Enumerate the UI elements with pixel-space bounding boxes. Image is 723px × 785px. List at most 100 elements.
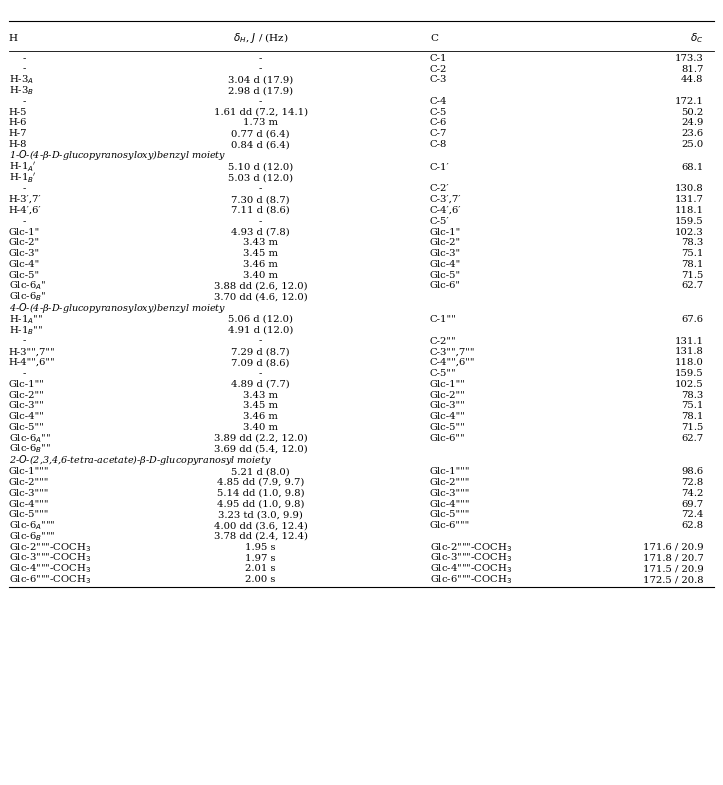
- Text: 50.2: 50.2: [681, 108, 703, 117]
- Text: C-3: C-3: [430, 75, 448, 84]
- Text: C-2′: C-2′: [430, 184, 450, 193]
- Text: -: -: [259, 217, 262, 226]
- Text: 72.4: 72.4: [681, 510, 703, 520]
- Text: 3.40 m: 3.40 m: [243, 423, 278, 432]
- Text: 3.40 m: 3.40 m: [243, 271, 278, 279]
- Text: C-1"": C-1"": [430, 315, 457, 324]
- Text: 7.30 d (8.7): 7.30 d (8.7): [231, 195, 290, 204]
- Text: Glc-4"""-COCH$_3$: Glc-4"""-COCH$_3$: [9, 562, 90, 575]
- Text: Glc-4": Glc-4": [430, 260, 461, 269]
- Text: 1.95 s: 1.95 s: [245, 542, 276, 552]
- Text: 3.70 dd (4.6, 12.0): 3.70 dd (4.6, 12.0): [214, 292, 307, 301]
- Text: 23.6: 23.6: [682, 130, 703, 138]
- Text: 1.97 s: 1.97 s: [245, 553, 276, 563]
- Text: Glc-5": Glc-5": [9, 271, 40, 279]
- Text: Glc-1""": Glc-1""": [430, 467, 471, 476]
- Text: Glc-6"""-COCH$_3$: Glc-6"""-COCH$_3$: [430, 573, 512, 586]
- Text: C-3"",7"": C-3"",7"": [430, 347, 476, 356]
- Text: H-7: H-7: [9, 130, 27, 138]
- Text: Glc-6$_{A}$""": Glc-6$_{A}$""": [9, 519, 55, 532]
- Text: -: -: [259, 184, 262, 193]
- Text: 2.98 d (17.9): 2.98 d (17.9): [228, 86, 294, 95]
- Text: 67.6: 67.6: [682, 315, 703, 324]
- Text: -: -: [23, 337, 26, 345]
- Text: Glc-5": Glc-5": [430, 271, 461, 279]
- Text: 62.7: 62.7: [682, 282, 703, 290]
- Text: 3.43 m: 3.43 m: [243, 390, 278, 400]
- Text: 118.0: 118.0: [675, 358, 703, 367]
- Text: 3.43 m: 3.43 m: [243, 239, 278, 247]
- Text: -: -: [259, 64, 262, 74]
- Text: 74.2: 74.2: [681, 489, 703, 498]
- Text: Glc-4""": Glc-4""": [9, 499, 49, 509]
- Text: 0.77 d (6.4): 0.77 d (6.4): [231, 130, 290, 138]
- Text: 3.23 td (3.0, 9.9): 3.23 td (3.0, 9.9): [218, 510, 303, 520]
- Text: H-6: H-6: [9, 119, 27, 127]
- Text: 5.10 d (12.0): 5.10 d (12.0): [228, 162, 294, 172]
- Text: C-5′: C-5′: [430, 217, 450, 226]
- Text: H: H: [9, 34, 17, 42]
- Text: H-3′,7′: H-3′,7′: [9, 195, 41, 204]
- Text: 1.73 m: 1.73 m: [243, 119, 278, 127]
- Text: 2-$O$-(2,3,4,6-tetra-acetate)-β-D-glucopyranosyl moiety: 2-$O$-(2,3,4,6-tetra-acetate)-β-D-glucop…: [9, 453, 271, 467]
- Text: Glc-5"": Glc-5"": [9, 423, 44, 432]
- Text: 131.8: 131.8: [675, 347, 703, 356]
- Text: -: -: [23, 97, 26, 106]
- Text: 5.14 dd (1.0, 9.8): 5.14 dd (1.0, 9.8): [217, 489, 304, 498]
- Text: 102.3: 102.3: [675, 228, 703, 236]
- Text: Glc-2": Glc-2": [430, 239, 461, 247]
- Text: 102.5: 102.5: [675, 380, 703, 389]
- Text: C-5: C-5: [430, 108, 448, 117]
- Text: Glc-4""": Glc-4""": [430, 499, 471, 509]
- Text: Glc-6""": Glc-6""": [430, 521, 470, 530]
- Text: 3.04 d (17.9): 3.04 d (17.9): [228, 75, 294, 84]
- Text: Glc-2"""-COCH$_3$: Glc-2"""-COCH$_3$: [9, 541, 90, 553]
- Text: 1-$O$-(4-β-D-glucopyranosyloxy)benzyl moiety: 1-$O$-(4-β-D-glucopyranosyloxy)benzyl mo…: [9, 148, 226, 162]
- Text: 25.0: 25.0: [681, 140, 703, 149]
- Text: Glc-3"""-COCH$_3$: Glc-3"""-COCH$_3$: [9, 552, 90, 564]
- Text: Glc-4"": Glc-4"": [430, 412, 466, 421]
- Text: 3.78 dd (2.4, 12.4): 3.78 dd (2.4, 12.4): [214, 532, 308, 541]
- Text: 78.3: 78.3: [681, 239, 703, 247]
- Text: 1.61 dd (7.2, 14.1): 1.61 dd (7.2, 14.1): [213, 108, 308, 117]
- Text: Glc-6": Glc-6": [430, 282, 461, 290]
- Text: 62.7: 62.7: [682, 433, 703, 443]
- Text: 3.46 m: 3.46 m: [243, 260, 278, 269]
- Text: 4.85 dd (7.9, 9.7): 4.85 dd (7.9, 9.7): [217, 478, 304, 487]
- Text: Glc-6$_{B}$": Glc-6$_{B}$": [9, 290, 46, 303]
- Text: Glc-4": Glc-4": [9, 260, 40, 269]
- Text: Glc-1""": Glc-1""": [9, 467, 49, 476]
- Text: 78.1: 78.1: [681, 412, 703, 421]
- Text: H-3$_{A}$: H-3$_{A}$: [9, 74, 33, 86]
- Text: Glc-1"": Glc-1"": [9, 380, 45, 389]
- Text: C-2"": C-2"": [430, 337, 456, 345]
- Text: $\delta_{H}$, $J$ / (Hz): $\delta_{H}$, $J$ / (Hz): [233, 31, 288, 46]
- Text: 4.95 dd (1.0, 9.8): 4.95 dd (1.0, 9.8): [217, 499, 304, 509]
- Text: -: -: [23, 53, 26, 63]
- Text: H-1$_{A}$$^{\prime}$: H-1$_{A}$$^{\prime}$: [9, 160, 36, 174]
- Text: 78.3: 78.3: [681, 390, 703, 400]
- Text: C-4: C-4: [430, 97, 448, 106]
- Text: Glc-1": Glc-1": [9, 228, 40, 236]
- Text: 171.5 / 20.9: 171.5 / 20.9: [643, 564, 703, 573]
- Text: -: -: [23, 369, 26, 378]
- Text: Glc-5"": Glc-5"": [430, 423, 466, 432]
- Text: 71.5: 71.5: [681, 423, 703, 432]
- Text: H-1$_{B}$"": H-1$_{B}$"": [9, 324, 43, 337]
- Text: 3.69 dd (5.4, 12.0): 3.69 dd (5.4, 12.0): [214, 444, 307, 454]
- Text: 81.7: 81.7: [681, 64, 703, 74]
- Text: 3.88 dd (2.6, 12.0): 3.88 dd (2.6, 12.0): [214, 282, 307, 290]
- Text: Glc-6$_{B}$""": Glc-6$_{B}$""": [9, 530, 55, 543]
- Text: 2.01 s: 2.01 s: [245, 564, 276, 573]
- Text: 130.8: 130.8: [675, 184, 703, 193]
- Text: 98.6: 98.6: [682, 467, 703, 476]
- Text: C: C: [430, 34, 438, 42]
- Text: 7.29 d (8.7): 7.29 d (8.7): [231, 347, 290, 356]
- Text: Glc-6$_{A}$"": Glc-6$_{A}$"": [9, 432, 51, 444]
- Text: H-5: H-5: [9, 108, 27, 117]
- Text: $\delta_{C}$: $\delta_{C}$: [690, 31, 703, 45]
- Text: Glc-2"": Glc-2"": [430, 390, 466, 400]
- Text: 4.89 d (7.7): 4.89 d (7.7): [231, 380, 290, 389]
- Text: 62.8: 62.8: [682, 521, 703, 530]
- Text: 171.8 / 20.7: 171.8 / 20.7: [643, 553, 703, 563]
